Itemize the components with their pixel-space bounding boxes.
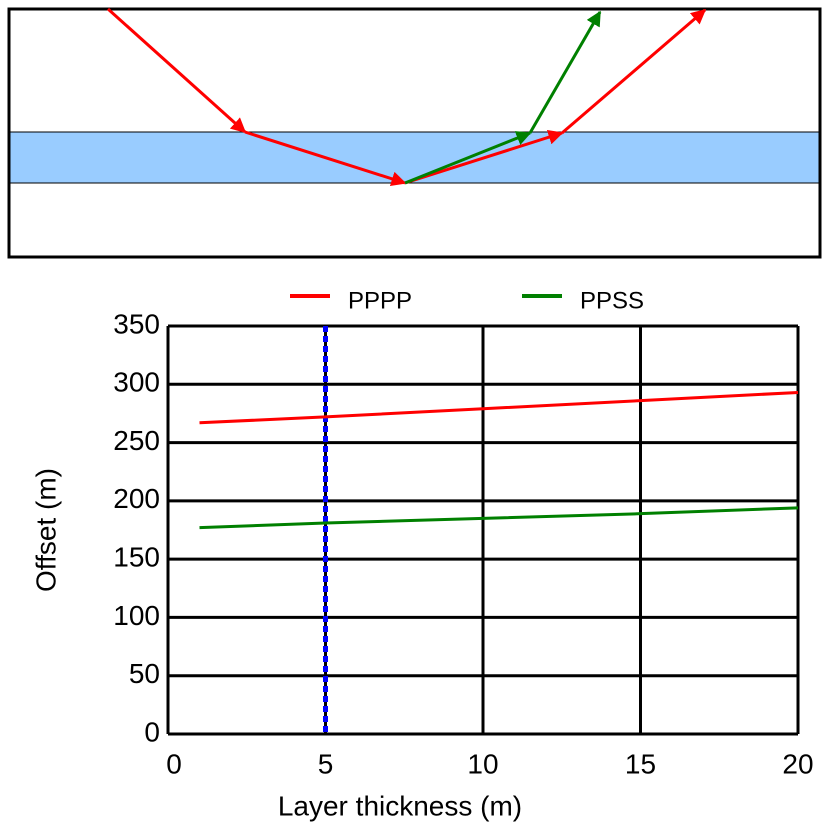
- y-tick-label: 200: [113, 483, 160, 514]
- x-tick-label: 5: [318, 748, 334, 779]
- y-tick-label: 300: [113, 367, 160, 398]
- ray: [404, 131, 532, 185]
- diagram-frame: [7, 7, 822, 259]
- y-axis-label: Offset (m): [30, 468, 61, 592]
- legend-label: PPSS: [580, 287, 644, 314]
- legend-label: PPPP: [348, 287, 412, 314]
- ray: [561, 8, 707, 135]
- data-line: [199, 390, 799, 425]
- x-tick-label: 15: [625, 748, 656, 779]
- y-tick-label: 350: [113, 308, 160, 339]
- y-tick-label: 150: [113, 542, 160, 573]
- y-tick-label: 250: [113, 425, 160, 456]
- y-tick-label: 0: [144, 716, 160, 747]
- ray: [244, 130, 407, 187]
- ray: [404, 129, 564, 185]
- data-line: [199, 506, 799, 530]
- x-tick-label: 20: [782, 748, 813, 779]
- ray-diagram: [7, 7, 822, 259]
- layer: [8, 131, 822, 184]
- y-tick-label: 50: [129, 658, 160, 689]
- y-tick-label: 100: [113, 600, 160, 631]
- x-tick-label: 10: [467, 748, 498, 779]
- ray: [106, 7, 247, 134]
- x-tick-label: 0: [166, 748, 182, 779]
- x-axis-label: Layer thickness (m): [278, 790, 522, 821]
- ray: [528, 10, 602, 134]
